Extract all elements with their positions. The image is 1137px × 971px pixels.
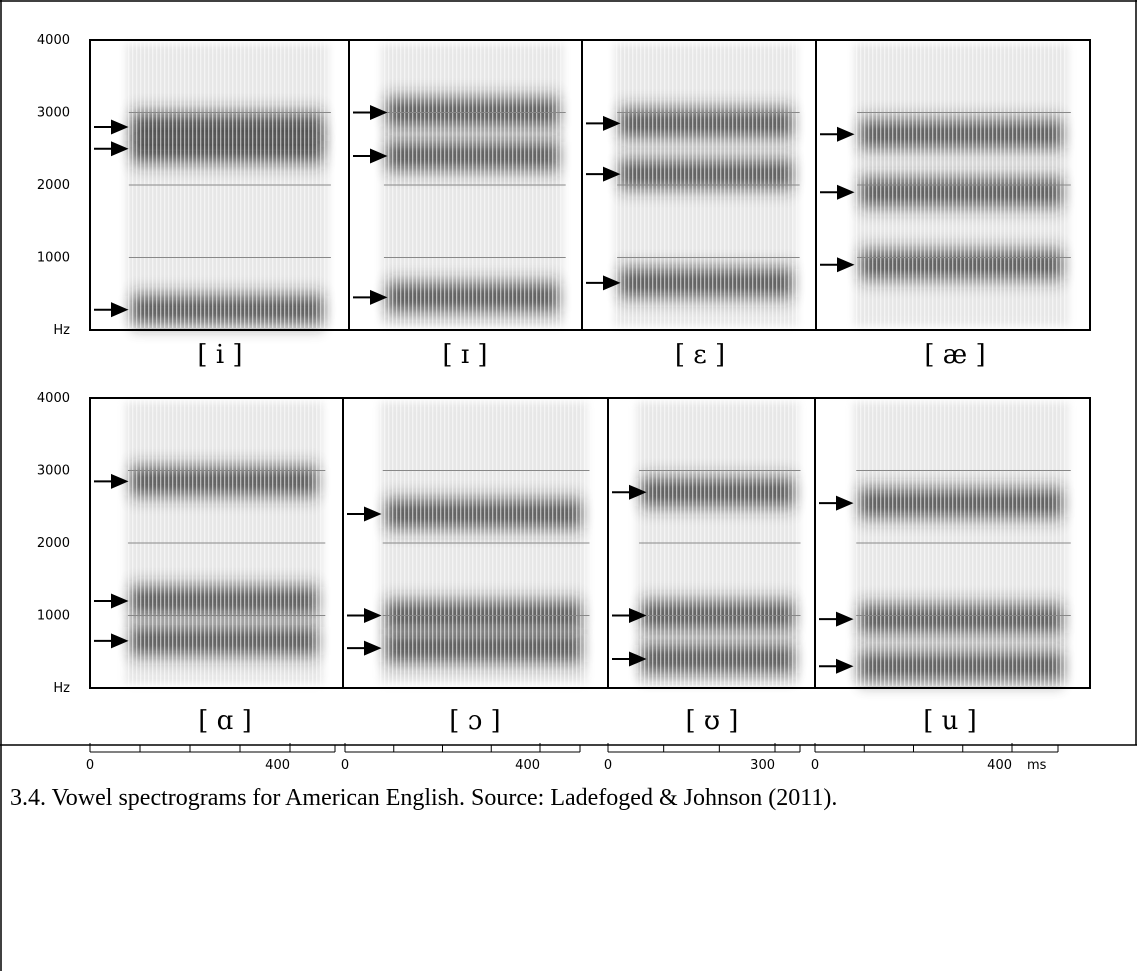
formant-arrow (819, 611, 854, 627)
time-tick-label: 400 (987, 758, 1012, 773)
y-tick-label: 3000 (37, 464, 70, 479)
time-tick-label: 0 (604, 758, 612, 773)
y-tick-label: 3000 (37, 106, 70, 121)
time-tick-label: 300 (750, 758, 775, 773)
formant-arrow (820, 126, 855, 142)
vowel-label: [ ɪ ] (442, 340, 487, 370)
formant-arrow (586, 275, 621, 291)
formant-arrow (353, 104, 388, 121)
y-tick-label: 1000 (37, 609, 70, 624)
formant-arrow (819, 658, 854, 674)
y-tick-label: Hz (53, 323, 70, 338)
y-tick-label: 2000 (37, 178, 70, 193)
formant-arrow (820, 257, 855, 273)
formant-arrow (347, 506, 382, 522)
formant-arrow (612, 607, 647, 624)
formant-arrow (820, 184, 855, 200)
formant-arrow (819, 495, 854, 511)
vowel-label: [ i ] (197, 340, 242, 370)
y-tick-label: 1000 (37, 251, 70, 266)
panel-frame (815, 39, 1091, 331)
time-tick-label: 400 (515, 758, 540, 773)
vowel-label: [ æ ] (924, 340, 985, 370)
vowel-label: [ ɔ ] (449, 706, 500, 736)
formant-arrow (347, 640, 382, 656)
formant-arrow (347, 607, 382, 624)
time-tick-label: 0 (341, 758, 349, 773)
y-tick-label: Hz (53, 681, 70, 696)
panel-frame (814, 397, 1091, 689)
formant-arrow (586, 115, 621, 131)
y-tick-label: 2000 (37, 536, 70, 551)
time-tick-label: 0 (86, 758, 94, 773)
caption: 3.4. Vowel spectrograms for American Eng… (10, 785, 838, 811)
formant-arrow (94, 593, 129, 609)
formant-arrow (94, 473, 129, 489)
formant-arrow (94, 633, 129, 649)
formant-arrow (586, 166, 621, 182)
formant-arrow (94, 302, 129, 318)
vowel-label: [ ʊ ] (686, 706, 739, 736)
formant-arrow (353, 148, 388, 164)
y-tick-label: 4000 (37, 391, 70, 406)
y-tick-label: 4000 (37, 33, 70, 48)
formant-arrow (353, 289, 388, 305)
vowel-label: [ u ] (923, 706, 977, 736)
vowel-label: [ ɛ ] (675, 340, 725, 370)
time-tick-label: 400 (265, 758, 290, 773)
vowel-label: [ ɑ ] (198, 706, 251, 736)
formant-arrow (612, 651, 647, 667)
time-tick-label: 0 (811, 758, 819, 773)
formant-arrow (94, 141, 129, 157)
formant-arrow (612, 484, 647, 500)
formant-arrow (94, 119, 129, 135)
time-unit: ms (1027, 758, 1047, 773)
